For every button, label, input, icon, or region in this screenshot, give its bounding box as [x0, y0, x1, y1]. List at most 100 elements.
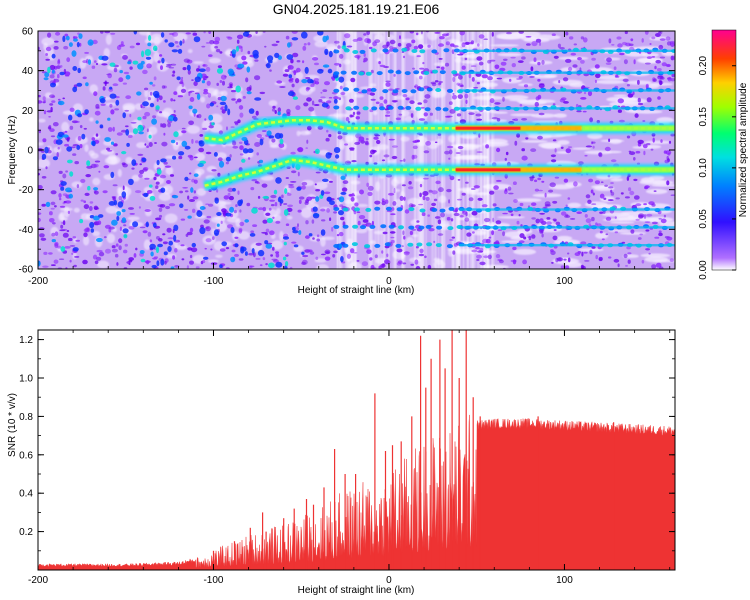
spectrogram-speckle: [135, 247, 138, 251]
spectrogram-blob: [89, 221, 95, 229]
spectrogram-speckle: [485, 238, 491, 244]
spectrogram-speckle: [633, 157, 636, 161]
harmonic-band-dash: [371, 106, 378, 111]
spectrogram-speckle: [316, 238, 321, 242]
spectrogram-speckle: [620, 192, 624, 195]
spectrogram-speckle: [496, 77, 502, 80]
spectrogram-speckle: [450, 43, 455, 47]
spectrogram-streak: [483, 31, 486, 269]
spectrogram-speckle: [64, 246, 71, 249]
spectrogram-x-tick-label: -200: [28, 276, 48, 287]
spectrogram-speckle: [667, 76, 672, 82]
spectrogram-speckle: [208, 125, 214, 129]
spectrogram-speckle: [355, 116, 360, 120]
spectrogram-blob: [170, 266, 175, 269]
spectrogram-speckle: [301, 181, 308, 186]
spectrogram-speckle: [611, 43, 615, 46]
spectrogram-blob: [173, 224, 179, 231]
spectrogram-speckle: [328, 96, 333, 99]
spectrogram-blob: [266, 130, 272, 137]
spectrogram-low-cell: [309, 236, 322, 242]
spectrogram-speckle: [502, 97, 505, 102]
spectrogram-speckle: [385, 199, 389, 204]
spectrogram-speckle: [534, 101, 539, 107]
spectrogram-low-cell: [555, 133, 572, 137]
spectrogram-blob: [328, 50, 333, 58]
spectrogram-speckle: [623, 253, 628, 259]
spectrogram-blob: [87, 59, 92, 65]
spectrogram-speckle: [38, 100, 43, 104]
spectrogram-speckle: [217, 172, 221, 177]
spectrogram-speckle: [423, 99, 428, 104]
spectrogram-speckle: [661, 62, 667, 67]
spectrogram-low-cell: [92, 177, 101, 186]
spectrogram-blob: [148, 134, 152, 139]
spectrogram-speckle: [538, 189, 543, 192]
spectrogram-speckle: [378, 265, 382, 269]
spectrogram-speckle: [617, 98, 624, 104]
spectrogram-blob: [194, 76, 201, 83]
spectrogram-speckle: [408, 203, 414, 208]
spectrogram-x-tick-label: 100: [556, 276, 573, 287]
spectrogram-blob: [240, 246, 247, 252]
spectrogram-blob: [62, 35, 66, 42]
spectrogram-blob: [132, 221, 139, 228]
spectrogram-low-cell: [640, 253, 671, 258]
spectrogram-speckle: [448, 101, 453, 105]
spectrogram-speckle: [183, 58, 190, 63]
spectrogram-speckle: [641, 38, 644, 43]
spectrogram-speckle: [47, 32, 52, 38]
spectrogram-speckle: [239, 153, 244, 156]
spectrogram-speckle: [236, 34, 244, 40]
spectrogram-speckle: [65, 170, 68, 173]
spectrogram-speckle: [645, 248, 650, 251]
spectrogram-speckle: [437, 233, 444, 236]
spectrogram-speckle: [592, 192, 595, 196]
spectrogram-speckle: [670, 78, 675, 82]
spectrogram-speckle: [178, 155, 183, 160]
spectrogram-speckle: [285, 223, 290, 226]
spectrogram-low-cell: [105, 102, 117, 107]
spectrogram-speckle: [62, 220, 66, 226]
spectrogram-speckle: [232, 145, 239, 149]
snr-x-tick-label: -100: [203, 575, 223, 586]
spectrogram-speckle: [187, 195, 190, 200]
spectrogram-speckle: [98, 170, 101, 173]
spectrogram-speckle: [181, 82, 185, 88]
spectrogram-speckle: [598, 152, 602, 157]
spectrogram-blob: [140, 60, 145, 65]
spectrogram-low-cell: [143, 239, 151, 250]
spectrogram-speckle: [163, 100, 166, 103]
spectrogram-speckle: [250, 230, 255, 234]
harmonic-band-dash: [447, 88, 454, 93]
spectrogram-speckle: [392, 145, 398, 148]
spectrogram-blob: [274, 52, 280, 59]
spectrogram-speckle: [273, 259, 279, 263]
spectrogram-blob: [224, 104, 228, 112]
spectrogram-speckle: [111, 248, 118, 253]
harmonic-band-dash: [408, 225, 415, 230]
spectrogram-speckle: [539, 228, 544, 234]
spectrogram-speckle: [439, 36, 445, 40]
spectrogram-speckle: [147, 97, 151, 101]
spectrogram-speckle: [161, 123, 167, 128]
spectrogram-speckle: [491, 31, 494, 37]
spectrogram-speckle: [185, 32, 192, 35]
spectrogram-speckle: [192, 196, 199, 200]
spectrogram-speckle: [557, 43, 562, 48]
spectrogram-speckle: [173, 99, 176, 102]
spectrogram-speckle: [554, 148, 557, 153]
spectrogram-speckle: [195, 266, 200, 269]
spectrogram-speckle: [505, 151, 509, 156]
spectrogram-low-cell: [214, 88, 220, 98]
spectrogram-blob: [312, 206, 318, 212]
spectrogram-speckle: [219, 80, 223, 83]
spectrogram-low-cell: [644, 256, 669, 263]
spectrogram-speckle: [490, 59, 496, 62]
spectrogram-speckle: [120, 129, 127, 133]
spectrogram-blob: [150, 251, 154, 257]
spectrogram-speckle: [422, 195, 426, 201]
spectrogram-speckle: [613, 258, 620, 263]
spectrogram-speckle: [437, 82, 441, 86]
